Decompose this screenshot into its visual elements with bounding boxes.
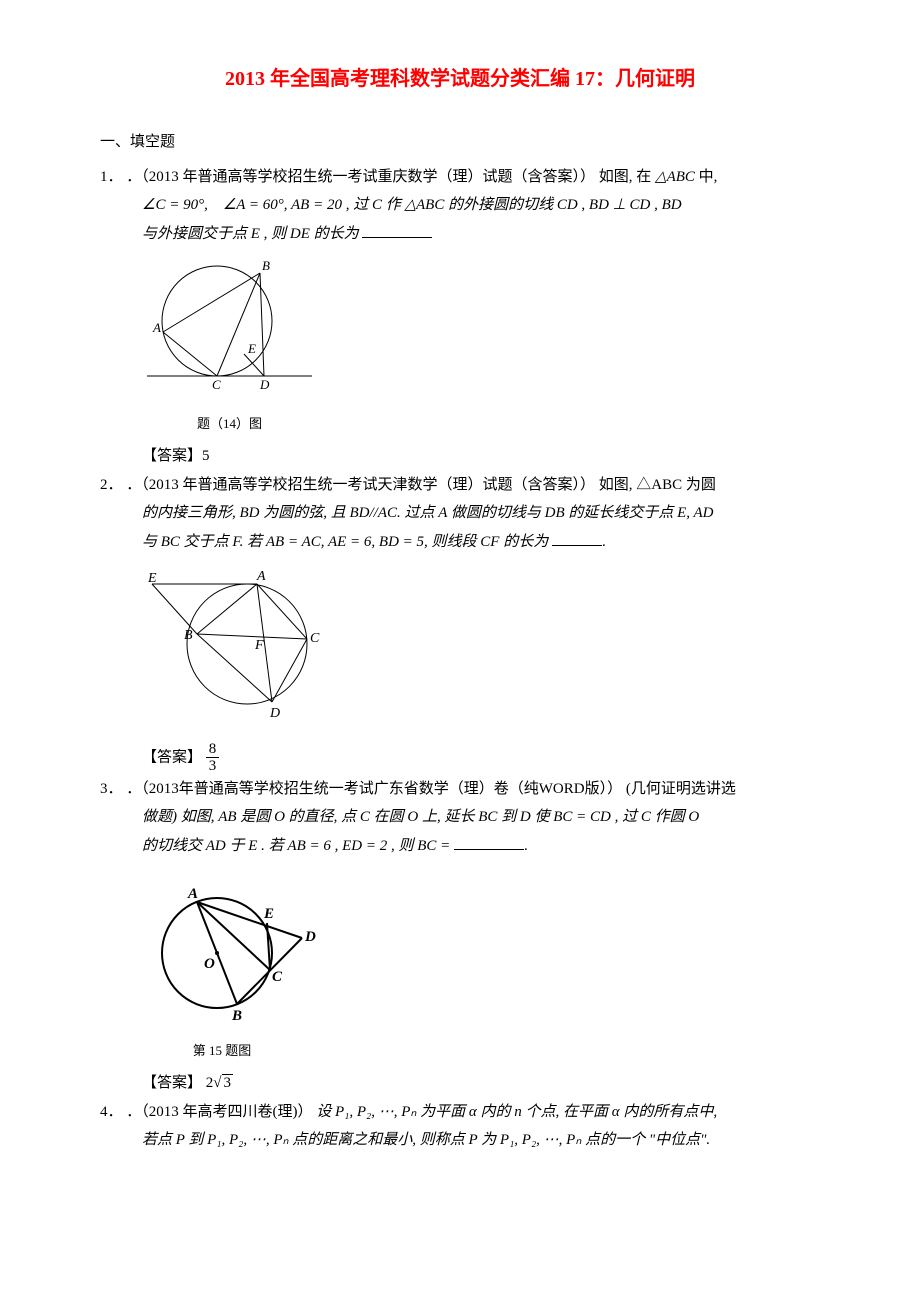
fig3-caption: 第 15 题图 bbox=[142, 1039, 302, 1064]
q1-tri: △ABC bbox=[655, 169, 695, 185]
q2-l2: 的内接三角形, BD 为圆的弦, 且 BD//AC. 过点 A 做圆的切线与 D… bbox=[142, 505, 714, 521]
q3-t1: (几何证明选讲选 bbox=[626, 781, 736, 797]
q3-answer: 【答案】 2√3 bbox=[100, 1069, 820, 1098]
q4-num: 4． bbox=[100, 1098, 123, 1127]
q2-t1: 如图, △ABC 为圆 bbox=[599, 477, 716, 493]
svg-text:C: C bbox=[272, 969, 283, 985]
q3-ans-val: 2√3 bbox=[206, 1074, 233, 1091]
svg-text:B: B bbox=[262, 258, 270, 273]
q1-blank bbox=[362, 222, 432, 238]
svg-text:D: D bbox=[304, 929, 316, 945]
q1-tri2: △ABC bbox=[404, 197, 444, 213]
svg-text:E: E bbox=[263, 906, 274, 922]
svg-text:B: B bbox=[184, 628, 193, 643]
q2-ans-frac: 8 3 bbox=[206, 741, 220, 775]
q3-line3: 的切线交 AD 于 E . 若 AB = 6 , ED = 2 , 则 BC =… bbox=[100, 832, 820, 861]
q2-line2: 的内接三角形, BD 为圆的弦, 且 BD//AC. 过点 A 做圆的切线与 D… bbox=[100, 499, 820, 528]
svg-text:B: B bbox=[231, 1008, 242, 1024]
svg-text:E: E bbox=[147, 571, 157, 586]
q3-coef: 2 bbox=[206, 1075, 214, 1091]
q3-source: ．（2013年普通高等学校招生统一考试广东省数学（理）卷（纯WORD版）） bbox=[126, 781, 622, 797]
q1-num: 1． bbox=[100, 163, 123, 192]
question-2: 2． ．（2013 年普通高等学校招生统一考试天津数学（理）试题（含答案）） 如… bbox=[100, 471, 820, 557]
q2-l3: 与 BC 交于点 F. 若 AB = AC, AE = 6, BD = 5, 则… bbox=[142, 534, 548, 550]
svg-text:A: A bbox=[152, 320, 161, 335]
q3-l2: 做题) 如图, AB 是圆 O 的直径, 点 C 在圆 O 上, 延长 BC 到… bbox=[142, 809, 699, 825]
figure-2: E A B C D F bbox=[142, 564, 820, 735]
svg-text:D: D bbox=[269, 706, 280, 721]
q1-l2a: ∠C = 90°, ∠A = 60°, AB = 20 , 过 C 作 bbox=[142, 197, 401, 213]
q2-answer: 【答案】 8 3 bbox=[100, 741, 820, 775]
q2-num: 2． bbox=[100, 471, 123, 500]
q3-num: 3． bbox=[100, 775, 123, 804]
q1-l2b: 的外接圆的切线 CD , BD ⊥ CD , BD bbox=[448, 197, 681, 213]
figure-3: A B C D E O 第 15 题图 bbox=[142, 868, 820, 1063]
q4-source: ．（2013 年高考四川卷(理)） bbox=[126, 1104, 312, 1120]
q3-l3: 的切线交 AD 于 E . 若 AB = 6 , ED = 2 , 则 BC = bbox=[142, 838, 454, 854]
q2-ans-label: 【答案】 bbox=[142, 749, 202, 765]
svg-text:D: D bbox=[259, 377, 270, 392]
svg-text:O: O bbox=[204, 956, 215, 972]
q3-line2: 做题) 如图, AB 是圆 O 的直径, 点 C 在圆 O 上, 延长 BC 到… bbox=[100, 803, 820, 832]
q4-l2: 若点 P 到 P₁, P₂, ⋯, Pₙ 点的距离之和最小, 则称点 P 为 P… bbox=[142, 1132, 710, 1148]
q1-ans-label: 【答案】 bbox=[142, 448, 202, 464]
fig1-caption: 题（14）图 bbox=[142, 412, 317, 437]
q1-t2: 中, bbox=[699, 169, 718, 185]
q4-t1: 设 P₁, P₂, ⋯, Pₙ 为平面 α 内的 n 个点, 在平面 α 内的所… bbox=[316, 1104, 717, 1120]
q1-source: ．（2013 年普通高等学校招生统一考试重庆数学（理）试题（含答案）） bbox=[126, 169, 595, 185]
svg-text:C: C bbox=[212, 377, 221, 392]
q1-l3: 与外接圆交于点 E , 则 DE 的长为 bbox=[142, 226, 359, 242]
svg-text:F: F bbox=[254, 638, 264, 653]
q2-line3: 与 BC 交于点 F. 若 AB = AC, AE = 6, BD = 5, 则… bbox=[100, 528, 820, 557]
svg-text:C: C bbox=[310, 631, 320, 646]
question-3: 3． ．（2013年普通高等学校招生统一考试广东省数学（理）卷（纯WORD版））… bbox=[100, 775, 820, 861]
q2-frac-den: 3 bbox=[206, 758, 220, 775]
q1-line3: 与外接圆交于点 E , 则 DE 的长为 bbox=[100, 220, 820, 249]
svg-text:E: E bbox=[247, 341, 256, 356]
q4-line2: 若点 P 到 P₁, P₂, ⋯, Pₙ 点的距离之和最小, 则称点 P 为 P… bbox=[100, 1126, 820, 1155]
figure-1: B A C D E 题（14）图 bbox=[142, 256, 820, 436]
q3-blank bbox=[454, 834, 524, 850]
svg-text:A: A bbox=[256, 569, 266, 584]
question-1: 1． ．（2013 年普通高等学校招生统一考试重庆数学（理）试题（含答案）） 如… bbox=[100, 163, 820, 249]
q1-ans-val: 5 bbox=[202, 448, 210, 464]
q3-ans-label: 【答案】 bbox=[142, 1075, 202, 1091]
section-heading: 一、填空题 bbox=[100, 128, 820, 157]
question-4: 4． ．（2013 年高考四川卷(理)） 设 P₁, P₂, ⋯, Pₙ 为平面… bbox=[100, 1098, 820, 1155]
q2-frac-num: 8 bbox=[206, 741, 220, 759]
q3-rad: 3 bbox=[222, 1074, 234, 1091]
page-title: 2013 年全国高考理科数学试题分类汇编 17：几何证明 bbox=[100, 60, 820, 98]
q1-t1: 如图, 在 bbox=[599, 169, 652, 185]
q2-blank bbox=[552, 530, 602, 546]
q1-answer: 【答案】5 bbox=[100, 442, 820, 471]
svg-text:A: A bbox=[187, 886, 198, 902]
q2-source: ．（2013 年普通高等学校招生统一考试天津数学（理）试题（含答案）） bbox=[126, 477, 595, 493]
q1-line2: ∠C = 90°, ∠A = 60°, AB = 20 , 过 C 作 △ABC… bbox=[100, 191, 820, 220]
